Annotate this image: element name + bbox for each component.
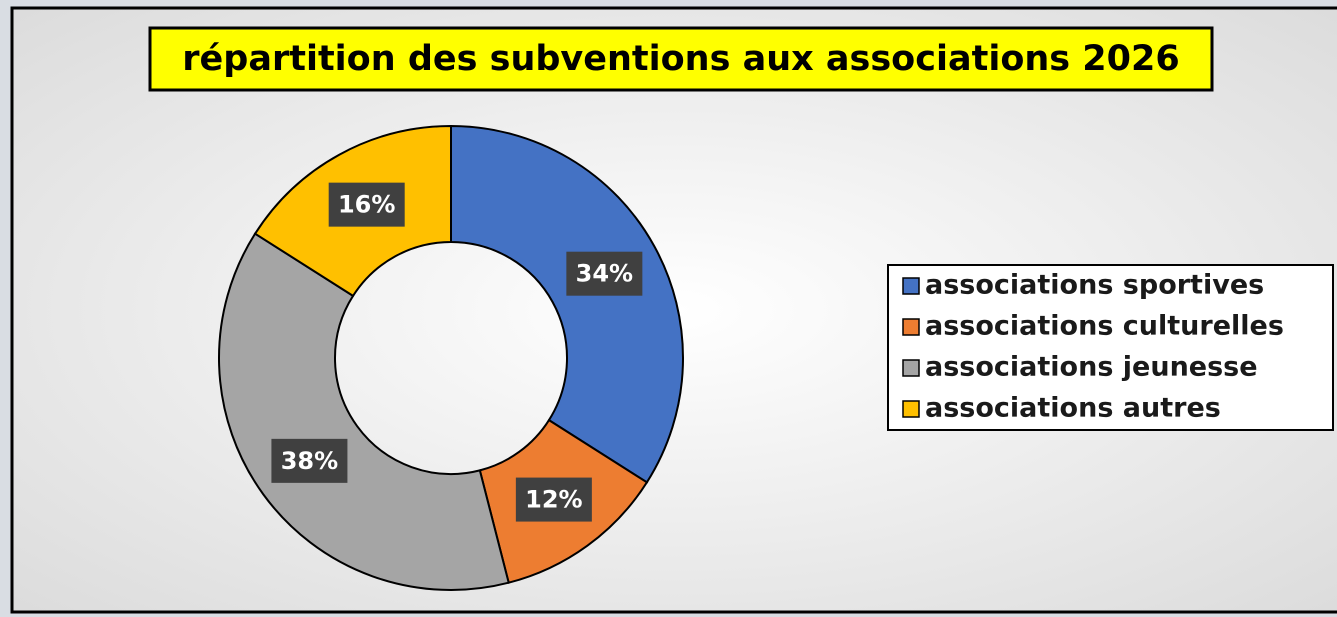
donut-segment: [450, 124, 684, 484]
chart-title: répartition des subventions aux associat…: [182, 39, 1179, 79]
legend-label: associations culturelles: [925, 311, 1284, 342]
value-label-box: [328, 182, 405, 227]
value-label-box: [566, 251, 643, 296]
value-label: 34%: [576, 260, 633, 288]
title-box: [148, 26, 1214, 92]
legend-swatch: [902, 400, 920, 418]
value-label-box: [515, 477, 592, 522]
value-label: 38%: [281, 447, 338, 475]
legend-swatch: [902, 277, 920, 295]
value-label: 12%: [525, 486, 582, 514]
value-label-box: [271, 438, 348, 483]
legend: [887, 264, 1334, 431]
legend-label: associations jeunesse: [925, 352, 1258, 383]
legend-swatch: [902, 318, 920, 336]
legend-label: associations sportives: [925, 270, 1264, 301]
legend-label: associations autres: [925, 393, 1221, 424]
donut-segment: [218, 232, 510, 591]
value-label: 16%: [338, 191, 395, 219]
legend-swatch: [902, 359, 920, 377]
